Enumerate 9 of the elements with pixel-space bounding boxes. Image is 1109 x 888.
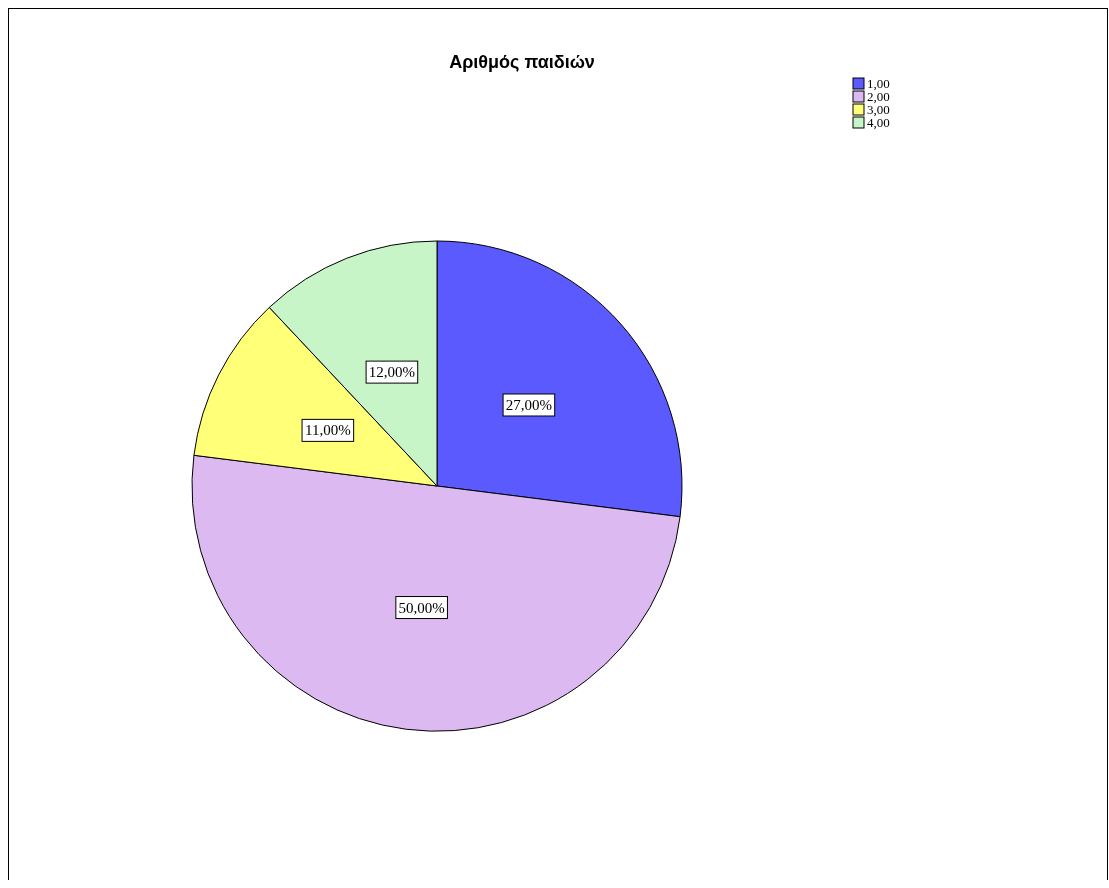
data-label: 27,00% — [505, 396, 553, 413]
data-label: 11,00% — [305, 422, 351, 439]
legend-label: 2,00 — [867, 89, 890, 104]
legend-label: 3,00 — [867, 102, 890, 117]
legend-label: 1,00 — [867, 76, 890, 91]
chart-title: Αριθμός παιδιών — [449, 52, 595, 72]
legend-label: 4,00 — [867, 115, 890, 130]
data-label: 50,00% — [398, 599, 445, 616]
data-label: 12,00% — [368, 364, 416, 381]
